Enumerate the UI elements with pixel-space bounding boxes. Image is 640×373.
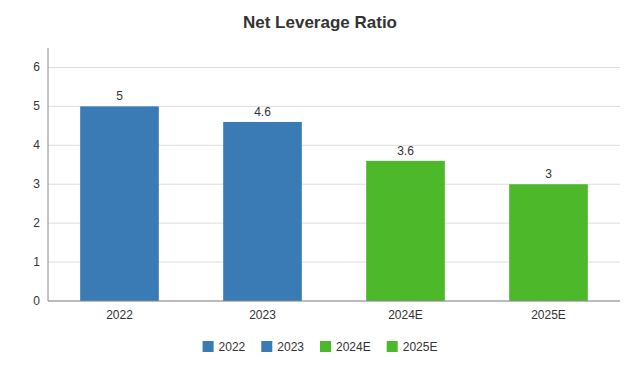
legend-swatch [387, 341, 398, 352]
legend-label: 2025E [403, 340, 438, 354]
legend-label: 2023 [277, 340, 304, 354]
legend-label: 2022 [219, 340, 246, 354]
x-tick-label: 2023 [249, 308, 276, 322]
grid-line [48, 301, 620, 302]
y-tick-label: 5 [33, 99, 40, 113]
y-tick-label: 2 [33, 216, 40, 230]
data-label: 5 [116, 89, 123, 103]
chart-container: Net Leverage Ratio0123456202220232024E20… [0, 0, 640, 373]
data-label: 3.6 [397, 144, 414, 158]
y-tick-label: 3 [33, 177, 40, 191]
page: {"chart_data": {"type": "bar", "title": … [0, 0, 640, 373]
x-tick-label: 2022 [106, 308, 133, 322]
data-label: 4.6 [254, 105, 271, 119]
bar [80, 106, 159, 301]
legend-label: 2024E [336, 340, 371, 354]
bar [509, 184, 588, 301]
legend-swatch [320, 341, 331, 352]
x-axis-line [48, 301, 620, 302]
data-label: 3 [545, 167, 552, 181]
x-tick-label: 2024E [388, 308, 423, 322]
bar [366, 161, 445, 301]
legend: 2022 2023 2024E 2025E [203, 340, 438, 354]
x-tick-label: 2025E [531, 308, 566, 322]
y-tick-label: 0 [33, 294, 40, 308]
chart-svg: Net Leverage Ratio0123456202220232024E20… [0, 0, 640, 373]
bar [223, 122, 302, 301]
y-tick-label: 1 [33, 255, 40, 269]
grid [48, 67, 620, 301]
y-tick-label: 4 [33, 138, 40, 152]
legend-swatch [203, 341, 214, 352]
y-tick-label: 6 [33, 60, 40, 74]
chart-title: Net Leverage Ratio [243, 13, 397, 32]
y-axis-line [48, 48, 49, 301]
grid-line [48, 67, 620, 68]
bars [80, 106, 588, 301]
legend-swatch [261, 341, 272, 352]
